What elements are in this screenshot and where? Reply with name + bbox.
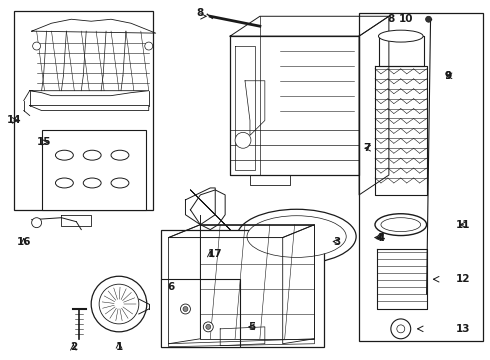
Text: 2: 2 — [70, 342, 77, 352]
Text: 12: 12 — [456, 274, 470, 284]
Ellipse shape — [111, 150, 129, 160]
Text: 10: 10 — [398, 14, 413, 24]
Text: 4: 4 — [375, 233, 383, 243]
Text: 13: 13 — [456, 324, 470, 334]
Text: 14: 14 — [6, 116, 21, 126]
Bar — [161, 279, 240, 347]
Bar — [42, 130, 146, 210]
Text: 6: 6 — [167, 282, 174, 292]
Circle shape — [391, 319, 411, 339]
Circle shape — [203, 322, 213, 332]
Ellipse shape — [381, 218, 420, 231]
Circle shape — [206, 324, 211, 329]
Circle shape — [426, 16, 432, 22]
Text: 9: 9 — [445, 71, 452, 81]
Ellipse shape — [247, 216, 346, 257]
Ellipse shape — [55, 178, 74, 188]
Circle shape — [235, 132, 251, 148]
Bar — [161, 230, 324, 347]
Ellipse shape — [237, 209, 356, 264]
Text: 16: 16 — [17, 237, 31, 247]
Circle shape — [32, 218, 42, 228]
Circle shape — [33, 42, 41, 50]
Circle shape — [91, 276, 147, 332]
Text: 1: 1 — [115, 342, 122, 352]
Ellipse shape — [375, 214, 427, 235]
Text: 8: 8 — [196, 8, 204, 18]
Circle shape — [397, 325, 405, 333]
Text: 3: 3 — [334, 237, 341, 247]
Circle shape — [180, 304, 191, 314]
Ellipse shape — [55, 150, 74, 160]
Text: 11: 11 — [456, 220, 470, 230]
Circle shape — [99, 284, 139, 324]
Text: 9: 9 — [445, 71, 452, 81]
Bar — [14, 11, 153, 210]
Text: 7: 7 — [364, 143, 371, 153]
Circle shape — [145, 42, 153, 50]
Ellipse shape — [111, 178, 129, 188]
Ellipse shape — [83, 150, 101, 160]
Text: 17: 17 — [208, 249, 222, 260]
Text: 4: 4 — [377, 233, 385, 243]
Text: 15: 15 — [36, 137, 51, 147]
Ellipse shape — [378, 30, 423, 42]
Text: 5: 5 — [248, 322, 256, 332]
Circle shape — [183, 306, 188, 311]
Text: 8: 8 — [387, 14, 394, 24]
Bar — [359, 13, 483, 341]
Ellipse shape — [83, 178, 101, 188]
